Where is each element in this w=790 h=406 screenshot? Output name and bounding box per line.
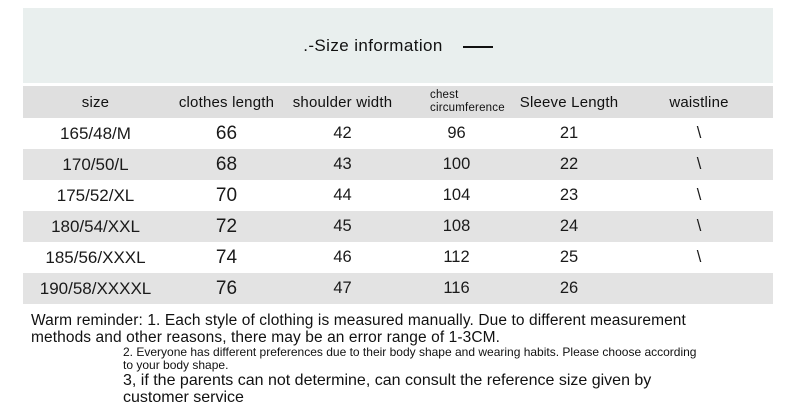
page-title: .-Size information bbox=[303, 35, 443, 55]
cell-shoulder-width: 43 bbox=[333, 155, 352, 173]
cell-clothes-length: 72 bbox=[215, 215, 238, 237]
cell-waistline: \ bbox=[696, 124, 702, 142]
cell-clothes-length: 68 bbox=[215, 153, 238, 175]
title-band: .-Size information bbox=[23, 8, 773, 83]
cell-sleeve-length: 25 bbox=[559, 248, 579, 266]
cell-shoulder-width: 44 bbox=[333, 186, 352, 204]
cell-chest-circumference: 116 bbox=[443, 279, 470, 297]
cell-chest-circumference: 112 bbox=[443, 248, 470, 266]
table-row: 170/50/L 68 43 100 22 \ bbox=[23, 149, 773, 180]
header-cell-clothes-length: clothes length bbox=[178, 93, 275, 111]
note-2-line-2: to your body shape. bbox=[123, 358, 229, 372]
cell-size: 165/48/M bbox=[60, 123, 131, 143]
cell-waistline: \ bbox=[696, 155, 702, 173]
cell-size: 175/52/XL bbox=[56, 185, 135, 205]
cell-size: 185/56/XXXL bbox=[45, 247, 146, 267]
header-cell-sleeve-length: Sleeve Length bbox=[519, 93, 619, 111]
header-cell-chest-circumference: chest circumference bbox=[430, 88, 505, 114]
table-row: 175/52/XL 70 44 104 23 \ bbox=[23, 180, 773, 211]
cell-clothes-length: 76 bbox=[215, 277, 238, 299]
cell-size: 170/50/L bbox=[62, 154, 129, 174]
header-cell-shoulder-width: shoulder width bbox=[292, 93, 393, 111]
cell-clothes-length: 70 bbox=[215, 184, 238, 206]
header-cell-waistline: waistline bbox=[669, 93, 729, 111]
cell-size: 190/58/XXXXL bbox=[39, 278, 152, 298]
cell-shoulder-width: 47 bbox=[333, 279, 352, 297]
cell-shoulder-width: 42 bbox=[333, 124, 352, 142]
table-header-row: size clothes length shoulder width chest… bbox=[23, 86, 773, 118]
cell-sleeve-length: 26 bbox=[559, 279, 579, 297]
footer-notes: Warm reminder: 1. Each style of clothing… bbox=[31, 312, 771, 406]
cell-waistline: \ bbox=[696, 217, 702, 235]
table-row: 180/54/XXL 72 45 108 24 \ bbox=[23, 211, 773, 242]
note-3-line-1: 3, if the parents can not determine, can… bbox=[123, 372, 652, 389]
cell-size: 180/54/XXL bbox=[51, 216, 140, 236]
warm-reminder-line-2: methods and other reasons, there may be … bbox=[31, 329, 501, 346]
cell-sleeve-length: 24 bbox=[559, 217, 579, 235]
cell-sleeve-length: 22 bbox=[559, 155, 579, 173]
cell-waistline bbox=[625, 273, 773, 304]
title-dash-line bbox=[462, 45, 493, 48]
cell-waistline: \ bbox=[696, 248, 702, 266]
warm-reminder-line-1: Warm reminder: 1. Each style of clothing… bbox=[31, 312, 686, 329]
cell-sleeve-length: 21 bbox=[559, 124, 579, 142]
cell-chest-circumference: 104 bbox=[442, 186, 471, 204]
cell-shoulder-width: 45 bbox=[333, 217, 352, 235]
cell-clothes-length: 74 bbox=[215, 246, 238, 268]
numbered-notes: 2. Everyone has different preferences du… bbox=[123, 346, 771, 406]
note-3-line-2: customer service bbox=[123, 389, 244, 406]
cell-shoulder-width: 46 bbox=[333, 248, 352, 266]
table-row: 165/48/M 66 42 96 21 \ bbox=[23, 118, 773, 149]
note-2-line-1: 2. Everyone has different preferences du… bbox=[123, 345, 697, 359]
cell-chest-circumference: 108 bbox=[442, 217, 471, 235]
size-table: size clothes length shoulder width chest… bbox=[23, 86, 773, 304]
cell-chest-circumference: 96 bbox=[447, 124, 466, 142]
cell-sleeve-length: 23 bbox=[559, 186, 579, 204]
cell-waistline: \ bbox=[696, 186, 702, 204]
table-row: 185/56/XXXL 74 46 112 25 \ bbox=[23, 242, 773, 273]
table-row: 190/58/XXXXL 76 47 116 26 bbox=[23, 273, 773, 304]
cell-chest-circumference: 100 bbox=[442, 155, 471, 173]
cell-clothes-length: 66 bbox=[215, 122, 238, 144]
header-cell-size: size bbox=[81, 93, 110, 111]
